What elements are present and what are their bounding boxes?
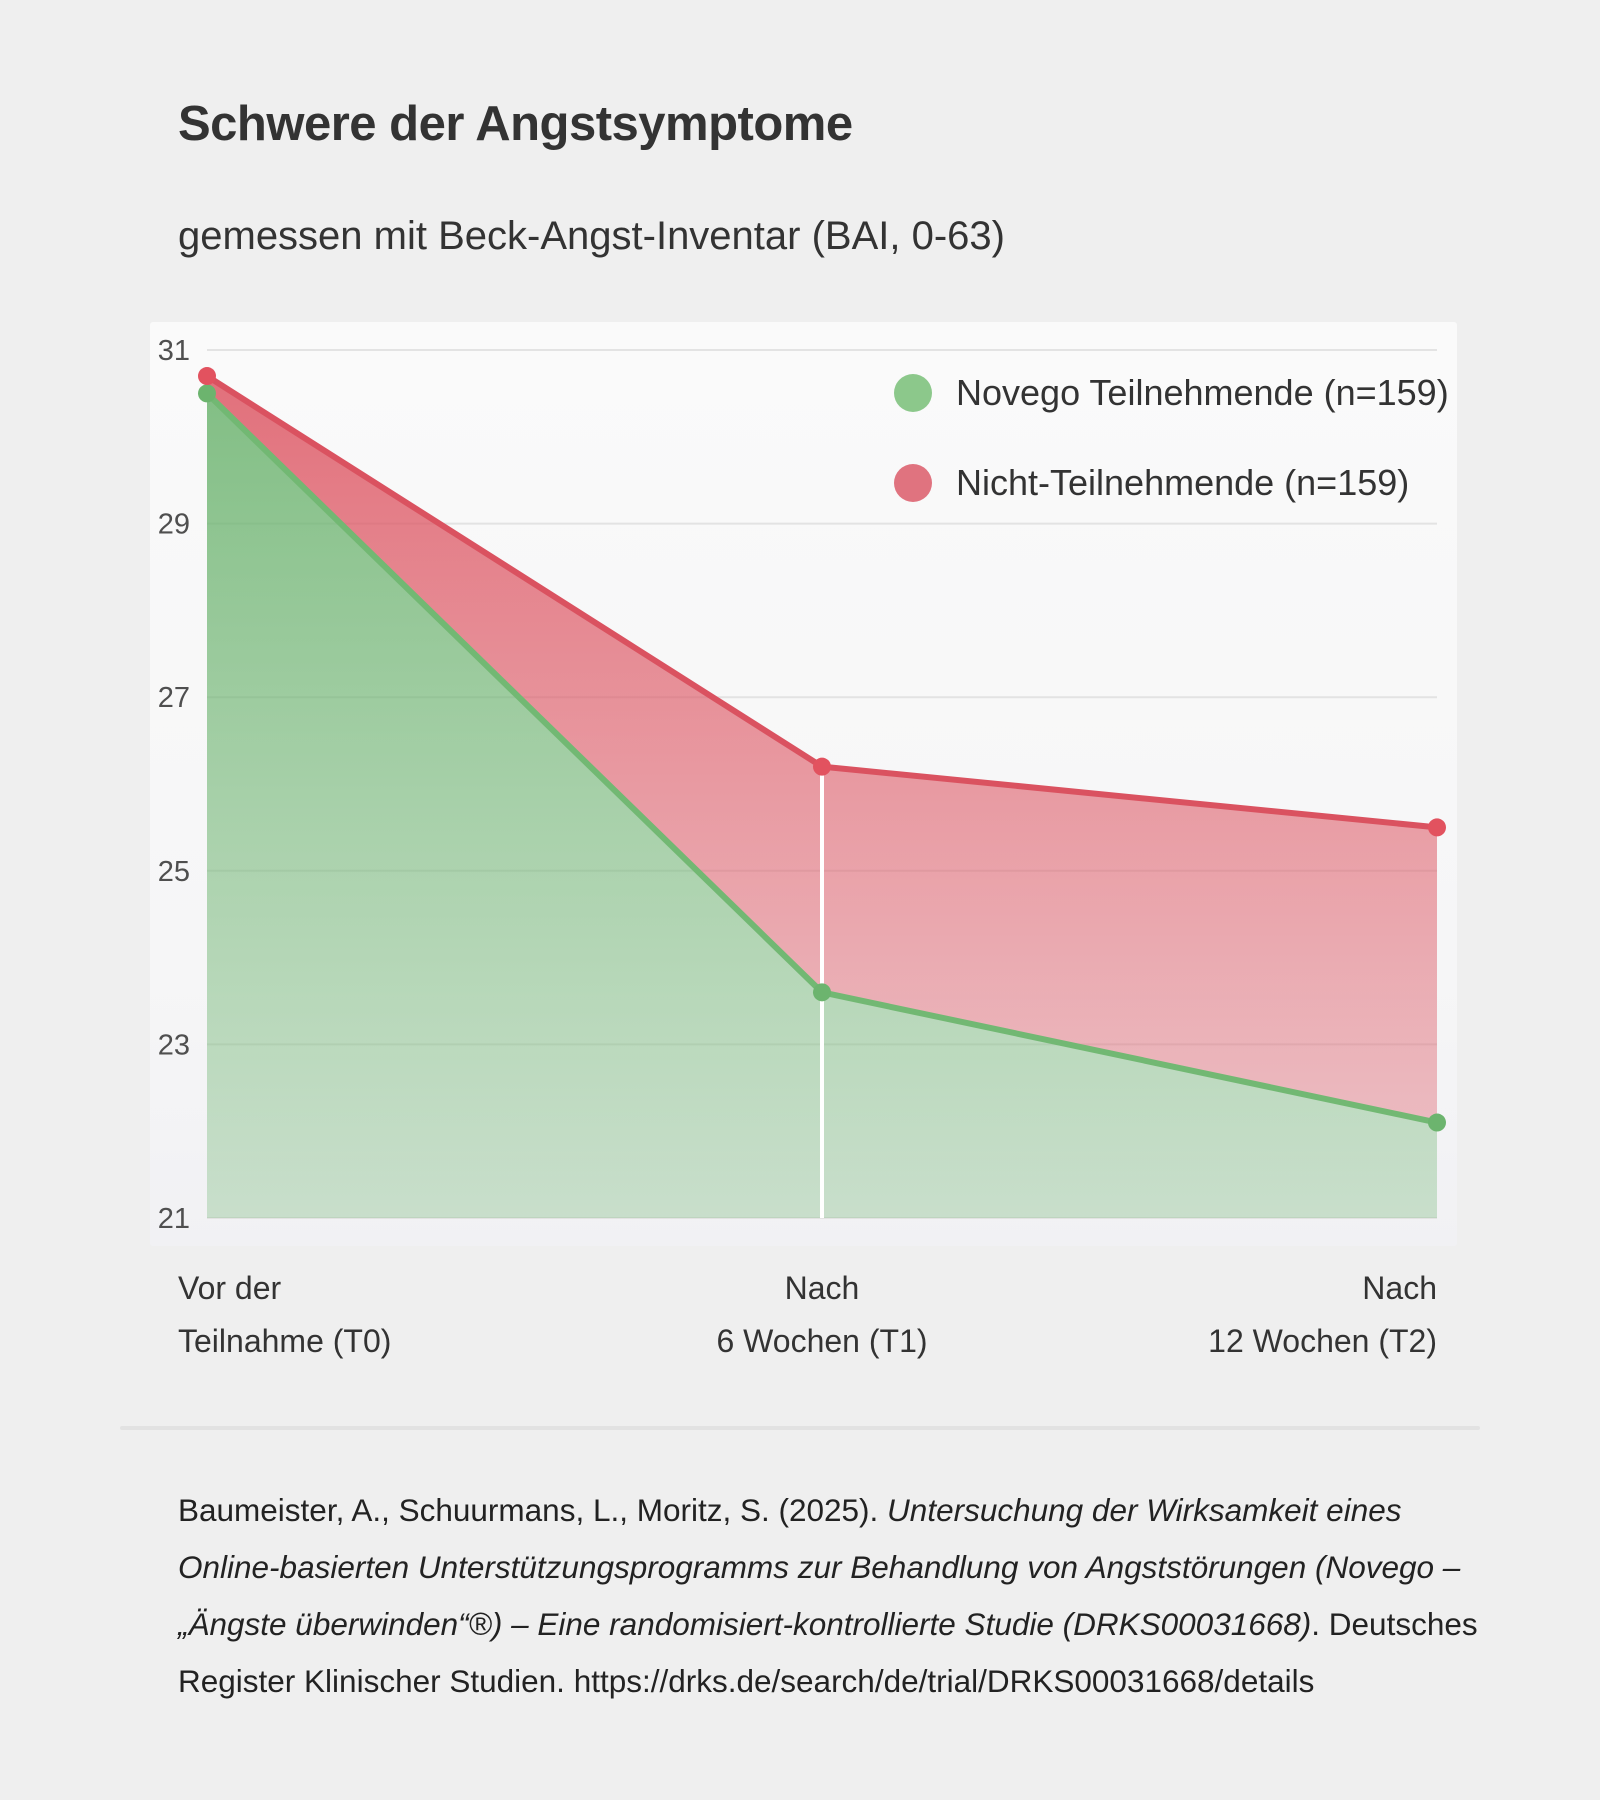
divider	[120, 1426, 1480, 1430]
y-tick-25: 25	[158, 856, 190, 888]
legend-swatch-red-icon	[894, 464, 932, 502]
area-chart: 31 29 27 25 23 21	[158, 335, 1446, 1235]
x-label-t2: Nach 12 Wochen (T2)	[1208, 1262, 1437, 1368]
citation: Baumeister, A., Schuurmans, L., Moritz, …	[178, 1482, 1478, 1710]
citation-line: Online-basierten Unterstützungsprogramms…	[178, 1549, 1461, 1585]
x-axis-labels: Vor der Teilnahme (T0) Nach 6 Wochen (T1…	[0, 1262, 1600, 1382]
y-tick-31: 31	[158, 335, 190, 367]
data-point-nicht-t0	[198, 367, 216, 386]
legend-label-novego: Novego Teilnehmende (n=159)	[956, 372, 1449, 413]
page-subtitle: gemessen mit Beck-Angst-Inventar (BAI, 0…	[178, 214, 1005, 258]
y-tick-23: 23	[158, 1029, 190, 1061]
data-point-novego-t2	[1428, 1113, 1446, 1132]
series-novego-area	[207, 393, 1437, 1218]
x-label-t1-line1: Nach	[784, 1270, 860, 1306]
x-label-t1: Nach 6 Wochen (T1)	[716, 1262, 927, 1368]
legend-swatch-green-icon	[894, 374, 932, 412]
citation-line: Register Klinischer Studien. https://drk…	[178, 1663, 1315, 1699]
data-point-novego-t0	[198, 384, 216, 403]
x-label-t0-line2: Teilnahme (T0)	[178, 1323, 392, 1359]
data-point-nicht-t1	[813, 757, 831, 776]
legend-item-nicht: Nicht-Teilnehmende (n=159)	[894, 462, 1449, 503]
citation-line: Baumeister, A., Schuurmans, L., Moritz, …	[178, 1492, 1402, 1528]
series-nicht-area	[207, 376, 1437, 1123]
x-label-t2-line2: 12 Wochen (T2)	[1208, 1323, 1437, 1359]
x-label-t0-line1: Vor der	[178, 1270, 282, 1306]
legend-label-nicht: Nicht-Teilnehmende (n=159)	[956, 462, 1410, 503]
page-title: Schwere der Angstsymptome	[178, 97, 853, 151]
y-tick-29: 29	[158, 509, 190, 541]
chart-legend: Novego Teilnehmende (n=159) Nicht-Teilne…	[894, 372, 1449, 554]
y-tick-27: 27	[158, 682, 190, 714]
x-label-t2-line1: Nach	[1362, 1270, 1437, 1306]
citation-line: „Ängste überwinden“®) – Eine randomisier…	[178, 1606, 1478, 1642]
legend-item-novego: Novego Teilnehmende (n=159)	[894, 372, 1449, 413]
x-label-t1-line2: 6 Wochen (T1)	[716, 1323, 928, 1359]
data-point-nicht-t2	[1428, 818, 1446, 837]
data-point-novego-t1	[813, 983, 831, 1002]
chart-area: 31 29 27 25 23 21 Novego Teilnehmende (n=159)…	[150, 322, 1457, 1246]
x-label-t0: Vor der Teilnahme (T0)	[178, 1262, 391, 1368]
y-tick-21: 21	[158, 1203, 190, 1235]
